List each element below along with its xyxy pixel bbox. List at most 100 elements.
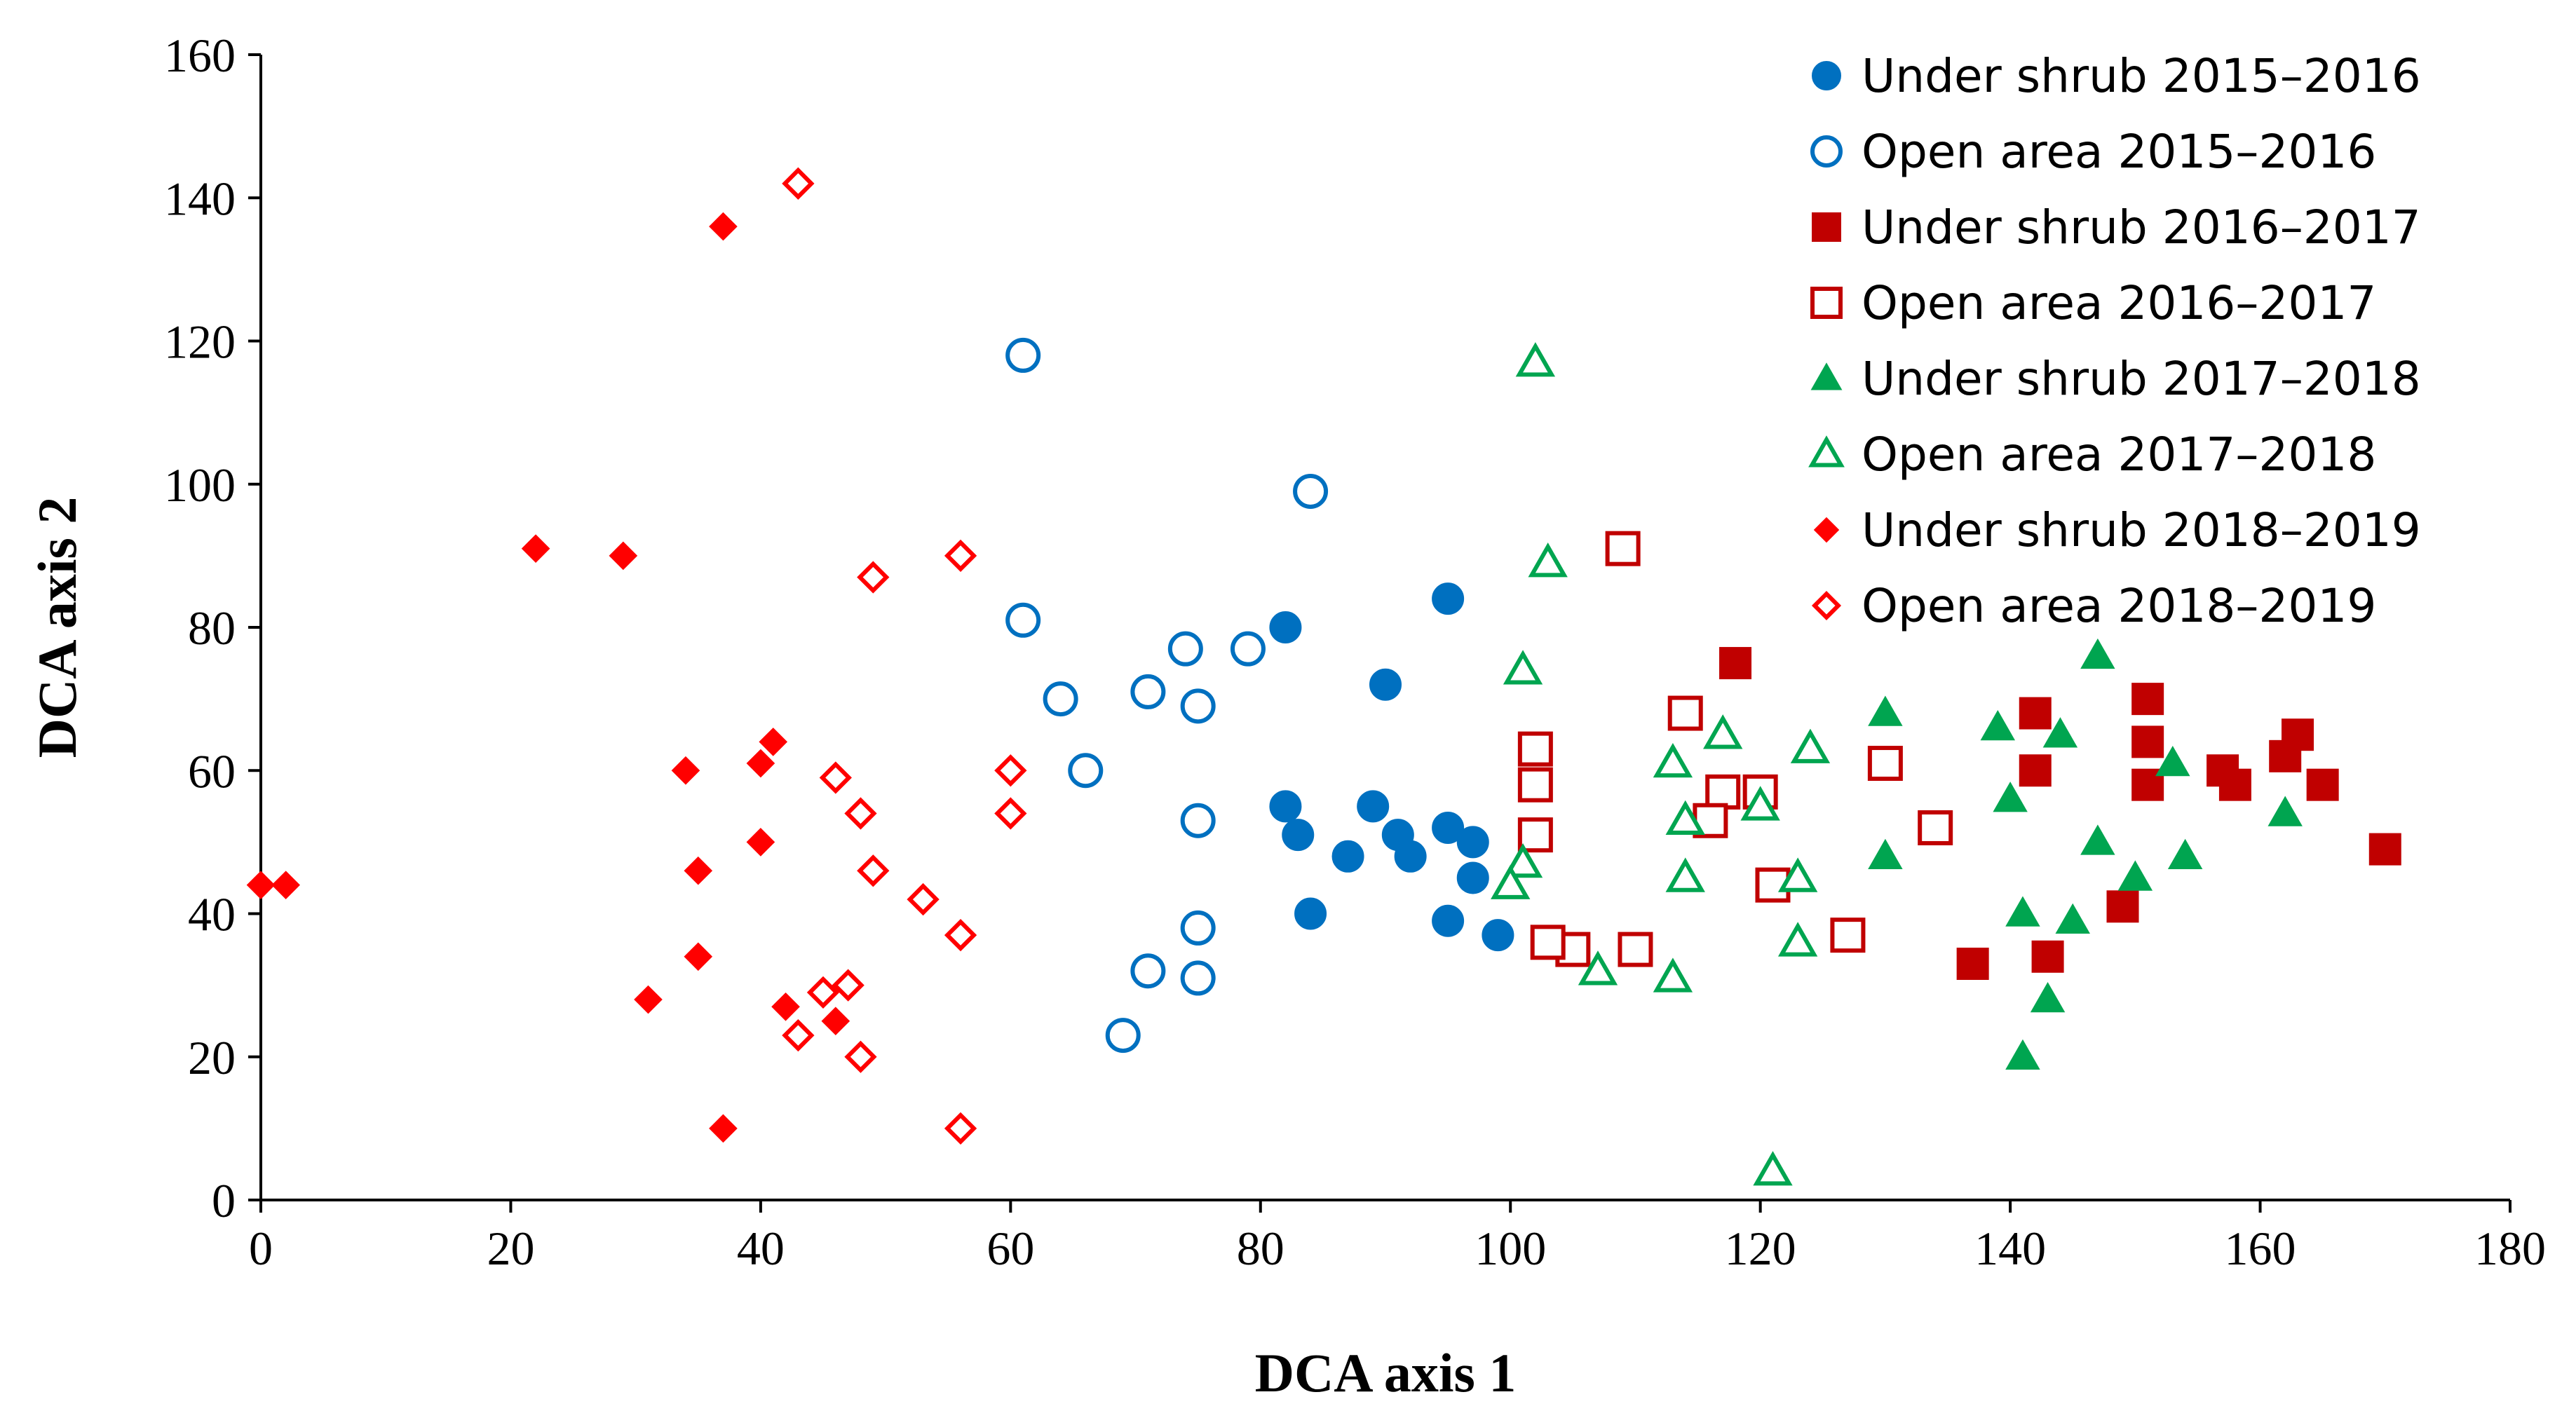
data-point — [857, 561, 890, 594]
data-point — [2080, 638, 2115, 669]
data-point — [1282, 819, 1315, 852]
data-point — [634, 985, 663, 1014]
data-point — [1517, 767, 1553, 803]
data-point — [1130, 953, 1166, 989]
y-tick-label: 0 — [212, 1174, 236, 1227]
data-point — [1530, 925, 1566, 960]
data-point — [1331, 840, 1364, 873]
x-tick-label: 60 — [987, 1222, 1034, 1275]
data-point — [1830, 918, 1866, 953]
data-point — [1980, 709, 2016, 741]
series-3 — [1517, 531, 1953, 967]
data-point — [1528, 543, 1568, 578]
data-point — [746, 828, 775, 857]
series-6 — [246, 212, 850, 1143]
data-point — [2117, 860, 2153, 891]
data-point — [1294, 897, 1327, 930]
data-point — [1180, 910, 1216, 946]
series-4 — [1868, 638, 2303, 1070]
data-point — [671, 756, 700, 785]
data-point — [806, 976, 840, 1009]
x-tick-label: 80 — [1237, 1222, 1284, 1275]
data-point — [1043, 681, 1078, 717]
data-point — [1605, 531, 1641, 566]
legend-label: Open area 2015–2016 — [1862, 125, 2376, 179]
legend: Under shrub 2015–2016 Open area 2015–2016… — [1808, 49, 2421, 633]
legend-marker — [1810, 362, 1843, 390]
y-tick-label: 100 — [164, 458, 236, 512]
y-tick-label: 60 — [188, 744, 236, 798]
legend-label: Under shrub 2017–2018 — [1862, 352, 2421, 406]
data-point — [1665, 800, 1705, 835]
data-point — [1517, 731, 1553, 767]
x-tick-label: 120 — [1725, 1222, 1796, 1275]
data-point — [1482, 919, 1514, 952]
data-point — [1918, 810, 1953, 845]
data-point — [2218, 768, 2251, 801]
data-point — [1515, 342, 1556, 377]
y-tick-label: 120 — [164, 315, 236, 369]
data-point — [684, 856, 713, 885]
data-point — [1167, 631, 1203, 667]
data-point — [2005, 896, 2040, 927]
data-point — [2267, 796, 2303, 826]
data-point — [1269, 790, 1302, 823]
data-point — [1703, 714, 1743, 749]
series-5 — [1491, 342, 1831, 1186]
data-point — [1993, 782, 2028, 812]
series-1 — [1005, 337, 1329, 1054]
legend-marker — [1811, 590, 1842, 621]
data-point — [1956, 947, 1989, 980]
data-point — [1740, 786, 1780, 821]
data-point — [2005, 1039, 2040, 1070]
legend-marker — [1812, 212, 1841, 242]
data-point — [1180, 688, 1216, 724]
legend-marker — [1808, 435, 1845, 468]
data-point — [1753, 1151, 1793, 1186]
data-point — [844, 1040, 877, 1073]
y-tick-label: 160 — [164, 29, 236, 82]
data-point — [1777, 857, 1818, 892]
data-point — [1867, 746, 1903, 782]
data-point — [771, 992, 800, 1021]
data-point — [1777, 922, 1818, 957]
series-7 — [782, 167, 1027, 1145]
y-tick-label: 80 — [188, 601, 236, 655]
y-tick-label: 40 — [188, 888, 236, 941]
data-point — [709, 212, 738, 241]
data-point — [2155, 746, 2190, 777]
data-point — [1653, 742, 1693, 778]
data-point — [246, 871, 276, 899]
data-point — [821, 1007, 850, 1036]
data-point — [1456, 826, 1489, 859]
data-point — [2019, 697, 2052, 730]
data-point — [2019, 754, 2052, 787]
data-point — [2042, 717, 2078, 748]
data-point — [2031, 940, 2064, 973]
data-point — [844, 797, 877, 830]
data-point — [1456, 861, 1489, 894]
data-point — [271, 871, 300, 899]
data-point — [819, 761, 852, 794]
data-point — [994, 754, 1027, 787]
data-point — [2131, 768, 2164, 801]
x-tick-label: 40 — [737, 1222, 785, 1275]
data-point — [521, 534, 550, 563]
data-point — [1517, 817, 1553, 853]
data-point — [1269, 611, 1302, 643]
x-tick-label: 160 — [2225, 1222, 2296, 1275]
legend-label: Open area 2017–2018 — [1862, 428, 2376, 482]
data-point — [944, 918, 977, 952]
data-point — [2282, 718, 2314, 751]
legend-label: Under shrub 2018–2019 — [1862, 503, 2421, 557]
data-point — [1503, 843, 1543, 878]
x-tick-label: 20 — [487, 1222, 534, 1275]
data-point — [1357, 790, 1390, 823]
data-point — [1667, 695, 1703, 731]
legend-marker — [1810, 287, 1843, 319]
data-point — [832, 969, 865, 1002]
legend-marker — [1813, 517, 1840, 543]
data-point — [907, 882, 940, 916]
data-point — [1868, 838, 1903, 870]
